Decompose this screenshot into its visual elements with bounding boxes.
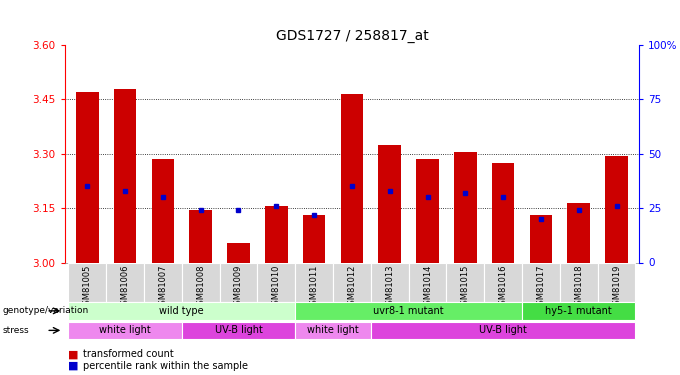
FancyBboxPatch shape <box>295 302 522 320</box>
FancyBboxPatch shape <box>295 322 371 339</box>
Bar <box>416 159 439 262</box>
Text: GSM81005: GSM81005 <box>83 264 92 310</box>
Bar <box>492 163 515 262</box>
Text: stress: stress <box>2 326 29 335</box>
FancyBboxPatch shape <box>258 262 295 302</box>
FancyBboxPatch shape <box>69 302 295 320</box>
FancyBboxPatch shape <box>106 262 144 302</box>
FancyBboxPatch shape <box>560 262 598 302</box>
FancyBboxPatch shape <box>522 262 560 302</box>
FancyBboxPatch shape <box>371 262 409 302</box>
Text: GSM81007: GSM81007 <box>158 264 167 310</box>
FancyBboxPatch shape <box>409 262 446 302</box>
FancyBboxPatch shape <box>69 262 106 302</box>
Text: wild type: wild type <box>160 306 204 316</box>
FancyBboxPatch shape <box>484 262 522 302</box>
Text: GSM81017: GSM81017 <box>537 264 545 310</box>
Text: GSM81018: GSM81018 <box>574 264 583 310</box>
Text: transformed count: transformed count <box>83 350 173 359</box>
Text: GSM81016: GSM81016 <box>498 264 507 310</box>
Bar <box>265 206 288 262</box>
Text: GSM81012: GSM81012 <box>347 264 356 310</box>
Bar <box>454 152 477 262</box>
Text: ■: ■ <box>68 350 78 359</box>
Text: UV-B light: UV-B light <box>479 326 527 335</box>
Text: ■: ■ <box>68 361 78 370</box>
FancyBboxPatch shape <box>182 322 295 339</box>
Bar <box>341 94 363 262</box>
Text: GSM81008: GSM81008 <box>197 264 205 310</box>
Text: GSM81006: GSM81006 <box>120 264 130 310</box>
FancyBboxPatch shape <box>69 322 182 339</box>
Bar <box>567 203 590 262</box>
Text: UV-B light: UV-B light <box>215 326 262 335</box>
Text: white light: white light <box>307 326 359 335</box>
FancyBboxPatch shape <box>522 302 635 320</box>
Bar <box>530 215 552 262</box>
Text: GSM81011: GSM81011 <box>309 264 319 310</box>
Text: percentile rank within the sample: percentile rank within the sample <box>83 361 248 370</box>
FancyBboxPatch shape <box>333 262 371 302</box>
Text: genotype/variation: genotype/variation <box>2 306 88 315</box>
Text: GSM81013: GSM81013 <box>385 264 394 310</box>
Bar <box>303 215 326 262</box>
Text: white light: white light <box>99 326 151 335</box>
Text: uvr8-1 mutant: uvr8-1 mutant <box>373 306 444 316</box>
FancyBboxPatch shape <box>446 262 484 302</box>
FancyBboxPatch shape <box>598 262 635 302</box>
Bar <box>227 243 250 262</box>
FancyBboxPatch shape <box>220 262 258 302</box>
FancyBboxPatch shape <box>295 262 333 302</box>
Text: GSM81015: GSM81015 <box>461 264 470 310</box>
Bar <box>76 92 99 262</box>
Bar <box>605 156 628 262</box>
Text: GSM81019: GSM81019 <box>612 264 621 310</box>
Bar <box>152 159 174 262</box>
FancyBboxPatch shape <box>144 262 182 302</box>
Bar <box>189 210 212 262</box>
Bar <box>378 145 401 262</box>
FancyBboxPatch shape <box>371 322 635 339</box>
FancyBboxPatch shape <box>182 262 220 302</box>
Text: hy5-1 mutant: hy5-1 mutant <box>545 306 612 316</box>
Title: GDS1727 / 258817_at: GDS1727 / 258817_at <box>275 28 428 43</box>
Bar <box>114 88 137 262</box>
Text: GSM81014: GSM81014 <box>423 264 432 310</box>
Text: GSM81009: GSM81009 <box>234 264 243 310</box>
Text: GSM81010: GSM81010 <box>272 264 281 310</box>
